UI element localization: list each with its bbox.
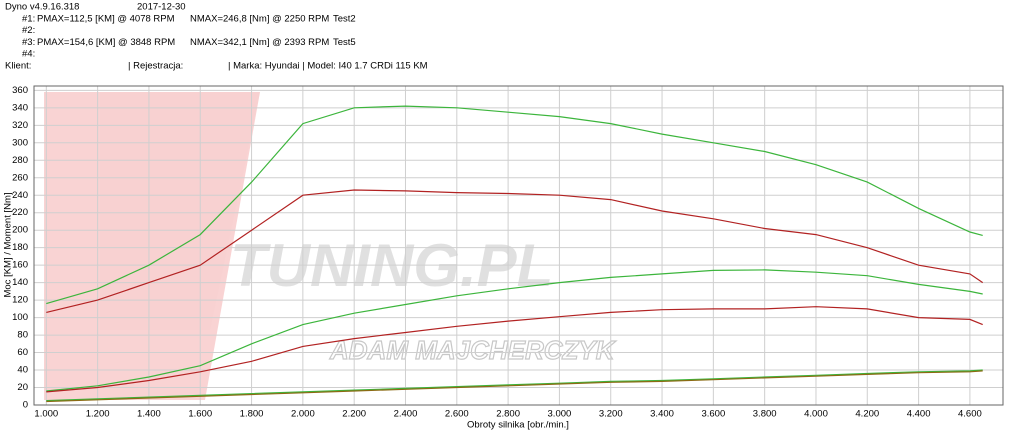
run-nmax: NMAX=342,1 [Nm] @ 2393 RPM [190,37,329,48]
x-tick-label: 2.800 [496,409,520,420]
x-tick-label: 1.600 [188,409,212,420]
x-tick-label: 2.400 [394,409,418,420]
y-tick-label: 220 [12,207,28,218]
x-tick-label: 2.000 [291,409,315,420]
series-line [46,189,984,313]
logo-shape [100,92,260,330]
run-test: Test5 [333,37,356,48]
y-tick-label: 180 [12,242,28,253]
y-tick-label: 280 [12,155,28,166]
y-tick-label: 360 [12,85,28,96]
series-line [46,369,983,402]
x-tick-label: 1.000 [34,409,58,420]
y-tick-label: 60 [17,347,28,358]
y-tick-label: 100 [12,312,28,323]
y-tick-label: 340 [12,102,28,113]
x-axis-label: Obroty silnika [obr./min.] [467,420,569,431]
run-id: #3: [22,37,35,48]
y-tick-label: 200 [12,225,28,236]
watermark-author: ADAM MAJCHERCZYK [329,335,617,365]
x-tick-label: 4.600 [958,409,982,420]
x-tick-label: 2.600 [445,409,469,420]
x-tick-label: 3.600 [701,409,725,420]
y-tick-label: 160 [12,260,28,271]
run-id: #2: [22,25,35,36]
y-tick-label: 140 [12,277,28,288]
x-tick-label: 4.200 [855,409,879,420]
x-tick-label: 1.400 [137,409,161,420]
run-pmax: PMAX=112,5 [KM] @ 4078 RPM [37,14,175,25]
run-pmax: PMAX=154,6 [KM] @ 3848 RPM [37,37,175,48]
run-id: #4: [22,49,35,60]
run-id: #1: [22,14,35,25]
y-tick-label: 80 [17,330,28,341]
x-tick-label: 3.200 [599,409,623,420]
series-line [46,269,983,392]
version: Dyno v4.9.16.318 [5,2,79,13]
y-tick-label: 40 [17,365,28,376]
y-axis-label: Moc [KM] / Moment [Nm] [3,192,14,297]
series-line [46,370,983,403]
y-tick-label: 300 [12,137,28,148]
x-tick-label: 4.000 [804,409,828,420]
car: | Marka: Hyundai | Model: I40 1.7 CRDi 1… [228,61,428,72]
x-tick-label: 1.800 [240,409,264,420]
registration: | Rejestracja: [128,61,183,72]
x-tick-label: 3.000 [548,409,572,420]
series-line [46,105,983,305]
x-tick-label: 4.400 [907,409,931,420]
run-test: Test2 [333,14,356,25]
y-tick-label: 20 [17,382,28,393]
x-tick-label: 3.400 [650,409,674,420]
x-tick-label: 1.200 [86,409,110,420]
x-tick-label: 2.200 [342,409,366,420]
y-tick-label: 260 [12,172,28,183]
date: 2017-12-30 [137,2,186,13]
x-tick-label: 3.800 [753,409,777,420]
client: Klient: [5,61,31,72]
y-tick-label: 240 [12,190,28,201]
y-tick-label: 0 [23,400,28,411]
y-tick-label: 120 [12,295,28,306]
y-tick-label: 320 [12,120,28,131]
plot-frame [33,85,1004,406]
series-line [46,306,983,393]
run-nmax: NMAX=246,8 [Nm] @ 2250 RPM [190,14,329,25]
